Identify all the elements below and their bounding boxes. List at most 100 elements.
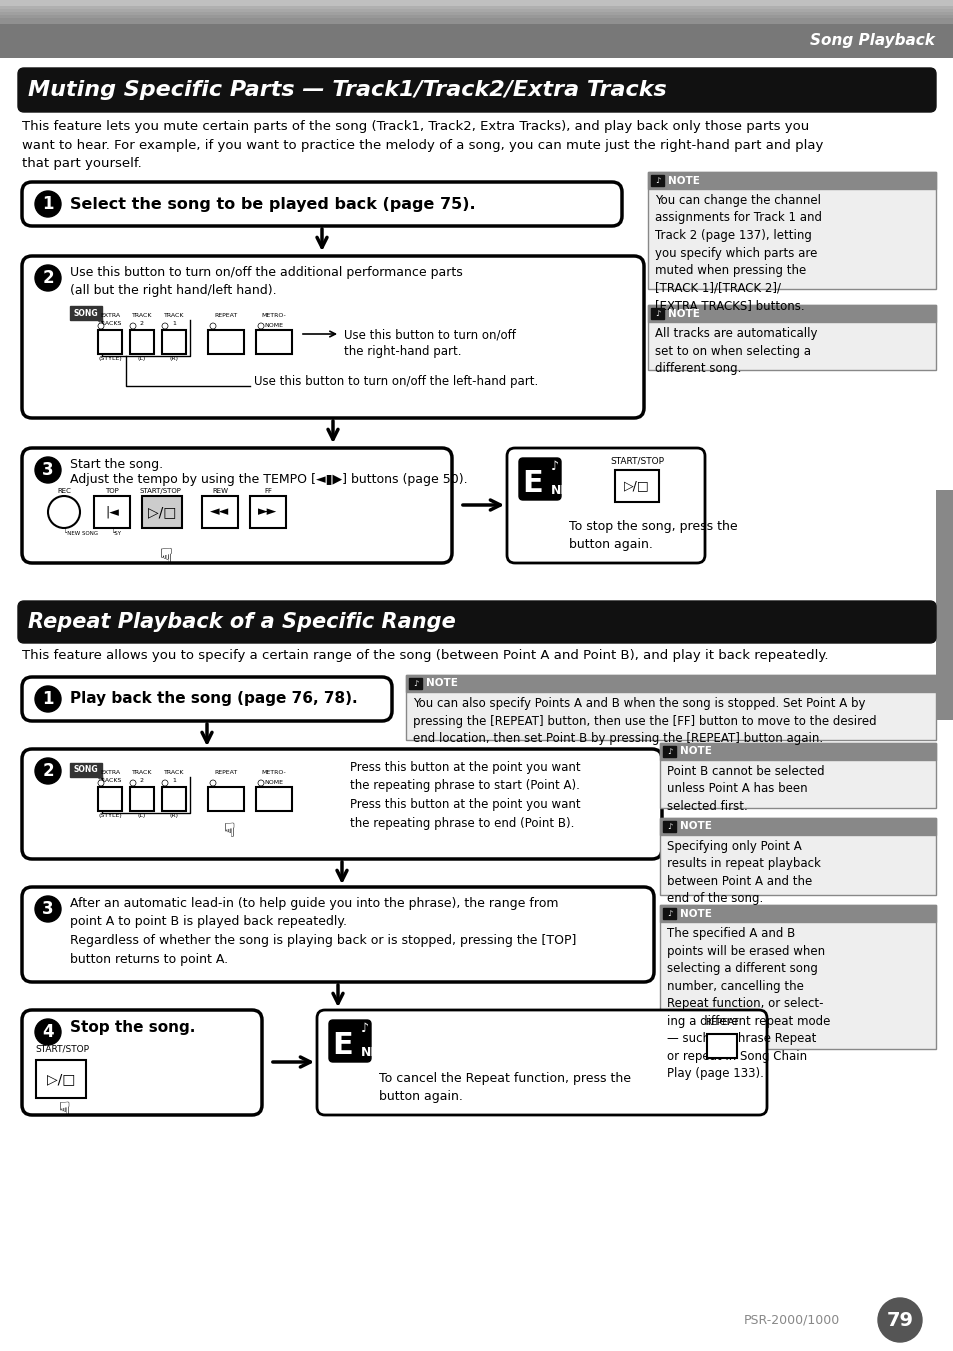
FancyBboxPatch shape <box>506 449 704 563</box>
Text: ♪: ♪ <box>666 821 672 831</box>
Text: After an automatic lead-in (to help guide you into the phrase), the range from
p: After an automatic lead-in (to help guid… <box>70 897 576 966</box>
Text: (STYLE): (STYLE) <box>98 357 122 361</box>
Bar <box>0 9 953 12</box>
Circle shape <box>98 780 104 786</box>
Text: ▷/□: ▷/□ <box>47 1071 75 1086</box>
Text: NOTE: NOTE <box>667 176 700 185</box>
Text: REPEAT: REPEAT <box>704 1019 738 1027</box>
Text: Muting Specific Parts — Track1/Track2/Extra Tracks: Muting Specific Parts — Track1/Track2/Ex… <box>28 80 666 100</box>
Text: METRO-: METRO- <box>261 313 286 317</box>
Text: REPEAT: REPEAT <box>214 770 237 775</box>
Bar <box>0 24 953 58</box>
Text: Use this button to turn on/off the additional performance parts
(all but the rig: Use this button to turn on/off the addit… <box>70 266 462 297</box>
Text: EXTRA: EXTRA <box>100 313 120 317</box>
Bar <box>650 176 663 186</box>
Bar <box>208 330 244 354</box>
Text: ☞: ☞ <box>51 1100 71 1117</box>
Bar <box>0 0 953 5</box>
Text: To stop the song, press the
button again.: To stop the song, press the button again… <box>568 520 737 551</box>
Bar <box>650 308 663 319</box>
Text: NOTE: NOTE <box>426 678 457 689</box>
Bar <box>0 15 953 18</box>
Text: (L): (L) <box>138 813 146 817</box>
Text: ☞: ☞ <box>216 821 235 839</box>
Text: 2: 2 <box>140 322 144 326</box>
Bar <box>706 1034 737 1058</box>
Bar <box>70 305 102 320</box>
FancyBboxPatch shape <box>22 182 621 226</box>
Text: REW: REW <box>212 488 228 494</box>
Circle shape <box>35 457 61 484</box>
Text: SONG: SONG <box>73 308 98 317</box>
Text: Play back the song (page 76, 78).: Play back the song (page 76, 78). <box>70 692 357 707</box>
Bar <box>647 305 935 370</box>
Bar <box>662 908 676 919</box>
Bar <box>255 330 292 354</box>
Bar <box>662 820 676 831</box>
Bar <box>130 788 153 811</box>
Text: E: E <box>522 470 543 499</box>
Text: E: E <box>333 1032 353 1061</box>
Bar <box>659 743 935 761</box>
Bar <box>659 817 935 835</box>
Circle shape <box>162 323 168 330</box>
FancyBboxPatch shape <box>518 458 560 500</box>
Text: SONG: SONG <box>73 766 98 774</box>
Text: ♪: ♪ <box>551 459 558 473</box>
Bar <box>255 788 292 811</box>
Text: This feature lets you mute certain parts of the song (Track1, Track2, Extra Trac: This feature lets you mute certain parts… <box>22 120 822 170</box>
Bar <box>98 330 122 354</box>
Bar <box>0 5 953 9</box>
FancyBboxPatch shape <box>18 68 935 112</box>
FancyBboxPatch shape <box>22 748 661 859</box>
Text: TRACK: TRACK <box>132 313 152 317</box>
Text: ▷/□: ▷/□ <box>148 505 176 519</box>
Text: (R): (R) <box>170 357 178 361</box>
Text: START/STOP: START/STOP <box>139 488 181 494</box>
Text: ♪: ♪ <box>360 1021 369 1035</box>
Bar <box>406 676 935 739</box>
Bar <box>647 172 935 289</box>
Text: └NEW SONG: └NEW SONG <box>64 530 98 536</box>
Text: TRACK: TRACK <box>132 770 152 775</box>
Text: (L): (L) <box>138 357 146 361</box>
FancyBboxPatch shape <box>22 677 392 721</box>
Text: |◄: |◄ <box>105 505 119 519</box>
Text: NOME: NOME <box>264 323 283 328</box>
Circle shape <box>35 686 61 712</box>
Circle shape <box>210 323 215 330</box>
Text: All tracks are automatically
set to on when selecting a
different song.: All tracks are automatically set to on w… <box>655 327 817 376</box>
Text: 4: 4 <box>42 1023 53 1042</box>
Circle shape <box>130 780 136 786</box>
Circle shape <box>257 323 264 330</box>
Bar <box>647 172 935 189</box>
Text: 1: 1 <box>42 690 53 708</box>
Text: 3: 3 <box>42 461 53 480</box>
Text: EXTRA: EXTRA <box>100 770 120 775</box>
FancyBboxPatch shape <box>18 601 935 643</box>
Text: This feature allows you to specify a certain range of the song (between Point A : This feature allows you to specify a cer… <box>22 648 827 662</box>
Text: TRACKS: TRACKS <box>98 322 122 326</box>
Text: 1: 1 <box>172 778 175 784</box>
Text: Point B cannot be selected
unless Point A has been
selected first.: Point B cannot be selected unless Point … <box>666 765 823 813</box>
Text: ►►: ►► <box>258 505 277 519</box>
Text: TRACK: TRACK <box>164 313 184 317</box>
Text: NOME: NOME <box>264 780 283 785</box>
Circle shape <box>257 780 264 786</box>
FancyBboxPatch shape <box>329 1020 371 1062</box>
Text: ND: ND <box>360 1046 381 1058</box>
Bar <box>647 305 935 323</box>
Bar <box>162 330 186 354</box>
Text: PSR-2000/1000: PSR-2000/1000 <box>743 1313 840 1327</box>
Bar <box>409 678 421 689</box>
Text: ♪: ♪ <box>654 309 659 319</box>
Text: Specifying only Point A
results in repeat playback
between Point A and the
end o: Specifying only Point A results in repea… <box>666 839 820 905</box>
Circle shape <box>162 780 168 786</box>
Text: ND: ND <box>551 484 571 497</box>
Circle shape <box>877 1298 921 1342</box>
Bar <box>615 470 659 503</box>
Circle shape <box>130 323 136 330</box>
Circle shape <box>35 265 61 290</box>
Text: START/STOP: START/STOP <box>35 1046 89 1054</box>
Text: METRO-: METRO- <box>261 770 286 775</box>
